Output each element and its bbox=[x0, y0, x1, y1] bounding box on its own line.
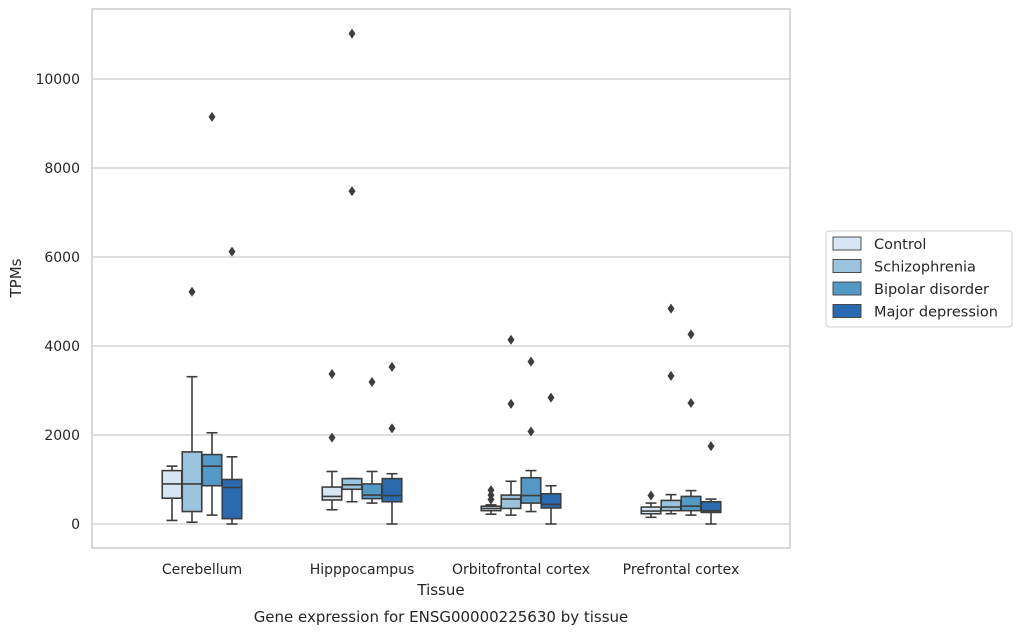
outlier-point bbox=[687, 329, 695, 340]
box bbox=[680, 329, 702, 516]
legend-label: Major depression bbox=[874, 305, 998, 321]
legend-label: Control bbox=[874, 237, 926, 253]
y-tick-label: 4000 bbox=[44, 339, 80, 355]
outlier-point bbox=[388, 361, 396, 372]
y-tick-label: 6000 bbox=[44, 250, 80, 266]
chart-title: Gene expression for ENSG00000225630 by t… bbox=[254, 608, 629, 626]
outlier-point bbox=[188, 286, 196, 297]
y-tick-label: 0 bbox=[71, 517, 80, 533]
box-iqr bbox=[381, 477, 403, 503]
outlier-point bbox=[348, 28, 356, 39]
outlier-point bbox=[647, 490, 655, 501]
box bbox=[181, 286, 203, 524]
box bbox=[161, 465, 183, 522]
box bbox=[321, 369, 343, 511]
legend-swatch bbox=[832, 259, 862, 273]
box-iqr bbox=[321, 486, 343, 501]
x-tick-labels: Cerebellum Hipppocampus Orbitofrontal cort… bbox=[162, 562, 739, 578]
legend-label: Schizophrenia bbox=[874, 260, 976, 276]
box-iqr bbox=[700, 500, 722, 514]
box-iqr bbox=[660, 499, 682, 512]
plot-frame bbox=[91, 8, 791, 549]
legend-swatch bbox=[832, 281, 862, 296]
outlier-point bbox=[328, 432, 336, 443]
legend-frame bbox=[825, 230, 1013, 328]
outlier-point bbox=[527, 356, 535, 367]
box-iqr bbox=[221, 478, 243, 520]
y-tick-label: 10000 bbox=[35, 72, 80, 88]
legend-label: Bipolar disorder bbox=[874, 282, 989, 298]
x-tick-label: Orbitofrontal cortex bbox=[452, 562, 590, 578]
x-axis-title: Tissue bbox=[416, 581, 464, 599]
outlier-point bbox=[687, 397, 695, 408]
box-iqr bbox=[201, 453, 223, 487]
outlier-point bbox=[208, 111, 216, 122]
outlier-point bbox=[667, 370, 675, 381]
outlier-point bbox=[667, 303, 675, 314]
box bbox=[520, 356, 542, 513]
box bbox=[700, 441, 722, 525]
box-groups bbox=[161, 28, 722, 525]
outlier-point bbox=[388, 423, 396, 434]
outlier-point bbox=[507, 334, 515, 345]
y-tick-label: 8000 bbox=[44, 161, 80, 177]
gridlines bbox=[92, 78, 790, 525]
legend-swatch bbox=[832, 236, 862, 251]
box-iqr bbox=[680, 495, 702, 512]
x-tick-label: Hipppocampus bbox=[310, 562, 415, 578]
box bbox=[540, 392, 562, 525]
box bbox=[221, 246, 243, 525]
box bbox=[480, 485, 502, 516]
outlier-point bbox=[328, 369, 336, 380]
box bbox=[500, 334, 522, 516]
outlier-point bbox=[547, 392, 555, 403]
box-iqr bbox=[361, 483, 383, 500]
box bbox=[201, 111, 223, 516]
box-iqr bbox=[520, 476, 542, 504]
box-iqr bbox=[181, 451, 203, 513]
outlier-point bbox=[487, 485, 495, 496]
box-iqr bbox=[500, 494, 522, 510]
legend-swatch bbox=[832, 304, 862, 318]
outlier-point bbox=[507, 398, 515, 409]
outlier-point bbox=[707, 441, 715, 452]
y-axis-title: TPMs bbox=[7, 258, 25, 298]
outlier-point bbox=[368, 377, 376, 388]
outlier-point bbox=[348, 186, 356, 197]
box-iqr bbox=[341, 477, 363, 491]
box bbox=[381, 361, 403, 525]
box-iqr bbox=[540, 492, 562, 509]
x-tick-label: Prefrontal cortex bbox=[623, 562, 740, 578]
y-tick-label: 2000 bbox=[44, 428, 80, 444]
outlier-point bbox=[527, 426, 535, 437]
outlier-point bbox=[228, 246, 236, 257]
y-tick-labels: 0 2000 4000 6000 8000 10000 bbox=[35, 72, 80, 533]
x-tick-label: Cerebellum bbox=[162, 562, 242, 578]
legend: Control Schizophrenia Bipolar disorder Majo… bbox=[825, 230, 1013, 328]
